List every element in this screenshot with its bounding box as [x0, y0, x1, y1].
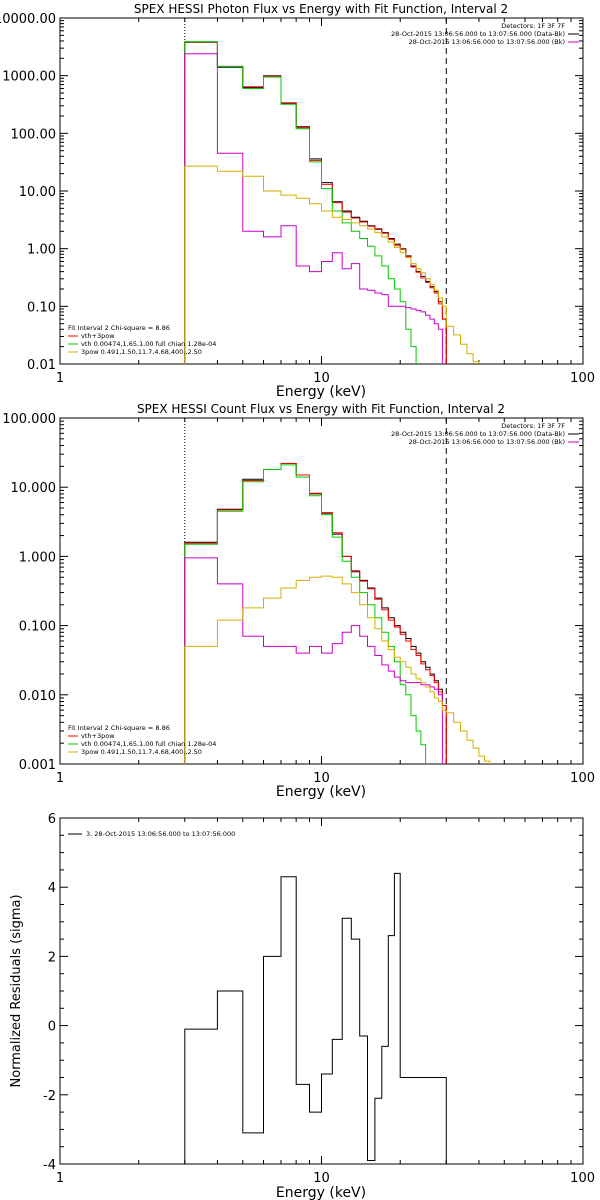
x-tick-label: 100: [570, 1171, 595, 1186]
info-line: 28-Oct-2015 13:06:56.000 to 13:07:56.000…: [391, 430, 565, 438]
legend-entry: Fit Interval 2 Chi-square = 8.86: [68, 324, 170, 332]
legend-entry: 3. 28-Oct-2015 13:06:56.000 to 13:07:56.…: [86, 830, 235, 838]
reference-lines: [184, 418, 447, 764]
y-axis-label: Normalized Residuals (sigma): [9, 894, 24, 1087]
y-tick-label: 100.000: [2, 412, 56, 427]
plot-frame: [59, 417, 584, 765]
info-line: 28-Oct-2015 13:06:56.000 to 13:07:56.000…: [409, 38, 565, 46]
x-tick-label: 100: [570, 371, 595, 386]
y-tick-label: 0.01: [27, 358, 56, 373]
chart-title: SPEX HESSI Photon Flux vs Energy with Fi…: [134, 2, 508, 16]
chart-title: SPEX HESSI Count Flux vs Energy with Fit…: [137, 402, 505, 416]
x-tick-label: 1: [56, 771, 64, 786]
legend-entry: vth+3pow: [81, 732, 115, 740]
legend-entry: 3pow 0.491,1.50,11.7,4.68,400.,2.50: [81, 348, 202, 356]
x-tick-label: 1: [56, 1171, 64, 1186]
y-tick-label: 1.00: [27, 243, 56, 258]
y-tick-label: 10.000: [11, 481, 57, 496]
legend-entry: 3pow 0.491,1.50,11.7,4.68,400.,2.50: [81, 748, 202, 756]
y-tick-label: -2: [43, 1089, 56, 1104]
y-tick-label: 0.001: [19, 758, 56, 773]
legend-entry: vth 0.00474,1.65,1.00 full chian 1.28e-0…: [81, 340, 216, 348]
series-vth-3pow: [184, 41, 447, 364]
series-group: [184, 41, 480, 364]
x-tick-label: 1: [56, 371, 64, 386]
y-tick-label: 10000.00: [0, 12, 56, 27]
y-tick-label: 4: [48, 881, 56, 896]
x-tick-label: 10: [313, 371, 330, 386]
info-line: Detectors: 1F 3F 7F: [501, 22, 565, 30]
y-tick-label: 10.00: [19, 185, 56, 200]
y-tick-label: 0.100: [19, 620, 56, 635]
y-tick-label: 0.010: [19, 689, 56, 704]
series-data-bk: [184, 463, 447, 764]
count-flux-panel: SPEX HESSI Count Flux vs Energy with Fit…: [2, 402, 595, 800]
legend-entry: vth+3pow: [81, 332, 115, 340]
x-tick-label: 10: [313, 1171, 330, 1186]
info-line: 28-Oct-2015 13:06:56.000 to 13:07:56.000…: [391, 30, 565, 38]
residuals-panel: Energy (keV) Normalized Residuals (sigma…: [9, 812, 595, 1200]
series-vth-3pow: [184, 463, 447, 764]
axis-ticks: 6 4 2 0 -2 -41 10 100: [43, 812, 595, 1186]
info-line: Detectors: 1F 3F 7F: [501, 422, 565, 430]
series-group: [184, 463, 491, 764]
y-tick-label: 6: [48, 812, 56, 827]
axis-ticks: 10000.00 1000.00 100.00 10.00 1.00 0.10 0.011 1…: [0, 12, 595, 386]
x-axis-label: Energy (keV): [276, 784, 366, 800]
y-tick-label: -4: [43, 1158, 56, 1173]
series-bk: [184, 557, 443, 764]
legend-entry: Fit Interval 2 Chi-square = 8.86: [68, 724, 170, 732]
series-3pow: [184, 575, 491, 764]
info-line: 28-Oct-2015 13:06:56.000 to 13:07:56.000…: [409, 438, 565, 446]
series-bk: [184, 53, 443, 364]
series-residuals: [184, 872, 447, 1164]
series-data-bk: [184, 41, 447, 364]
x-axis-label: Energy (keV): [276, 1185, 366, 1200]
y-tick-label: 2: [48, 950, 56, 965]
reference-lines: [184, 18, 447, 364]
series-group: [184, 872, 447, 1164]
y-tick-label: 1.000: [19, 550, 56, 565]
x-axis-label: Energy (keV): [276, 384, 366, 400]
y-tick-label: 100.00: [11, 127, 57, 142]
legend: Fit Interval 2 Chi-square = 8.86vth+3pow…: [68, 324, 216, 356]
series-vth: [184, 41, 417, 364]
series-3pow: [184, 165, 480, 364]
legend-entry: vth 0.00474,1.65,1.00 full chian 1.28e-0…: [81, 740, 216, 748]
x-tick-label: 100: [570, 771, 595, 786]
photon-flux-panel: SPEX HESSI Photon Flux vs Energy with Fi…: [0, 2, 595, 400]
y-tick-label: 0.10: [27, 300, 56, 315]
series-vth: [184, 464, 427, 764]
plot-frame: [59, 17, 584, 365]
x-tick-label: 10: [313, 771, 330, 786]
y-tick-label: 0: [48, 1020, 56, 1035]
legend: 3. 28-Oct-2015 13:06:56.000 to 13:07:56.…: [68, 830, 235, 838]
legend: Fit Interval 2 Chi-square = 8.86vth+3pow…: [68, 724, 216, 756]
y-tick-label: 1000.00: [2, 70, 56, 85]
